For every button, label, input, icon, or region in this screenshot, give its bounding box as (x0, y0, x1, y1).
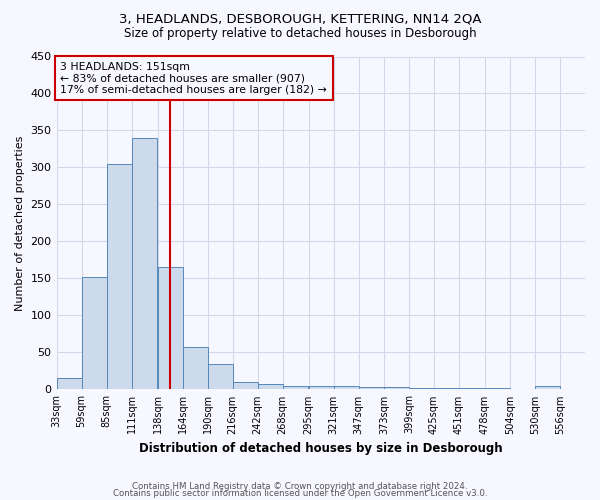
X-axis label: Distribution of detached houses by size in Desborough: Distribution of detached houses by size … (139, 442, 503, 455)
Bar (283, 386, 308, 390)
Bar (107, 164, 131, 390)
Bar (359, 387, 384, 390)
Bar (131, 138, 157, 390)
Bar (334, 386, 359, 390)
Bar (459, 388, 484, 390)
Y-axis label: Number of detached properties: Number of detached properties (15, 136, 25, 310)
Bar (535, 386, 560, 390)
Bar (158, 268, 182, 390)
Text: Contains HM Land Registry data © Crown copyright and database right 2024.: Contains HM Land Registry data © Crown c… (132, 482, 468, 491)
Bar (434, 388, 459, 390)
Bar (258, 384, 283, 390)
Bar (233, 382, 258, 390)
Bar (208, 364, 233, 390)
Bar (56, 378, 82, 390)
Text: 3, HEADLANDS, DESBOROUGH, KETTERING, NN14 2QA: 3, HEADLANDS, DESBOROUGH, KETTERING, NN1… (119, 12, 481, 26)
Bar (384, 387, 409, 390)
Bar (82, 277, 107, 390)
Bar (409, 388, 434, 390)
Text: Contains public sector information licensed under the Open Government Licence v3: Contains public sector information licen… (113, 490, 487, 498)
Text: 3 HEADLANDS: 151sqm
← 83% of detached houses are smaller (907)
17% of semi-detac: 3 HEADLANDS: 151sqm ← 83% of detached ho… (61, 62, 327, 95)
Bar (309, 386, 334, 390)
Text: Size of property relative to detached houses in Desborough: Size of property relative to detached ho… (124, 28, 476, 40)
Bar (182, 348, 208, 390)
Bar (485, 388, 510, 390)
